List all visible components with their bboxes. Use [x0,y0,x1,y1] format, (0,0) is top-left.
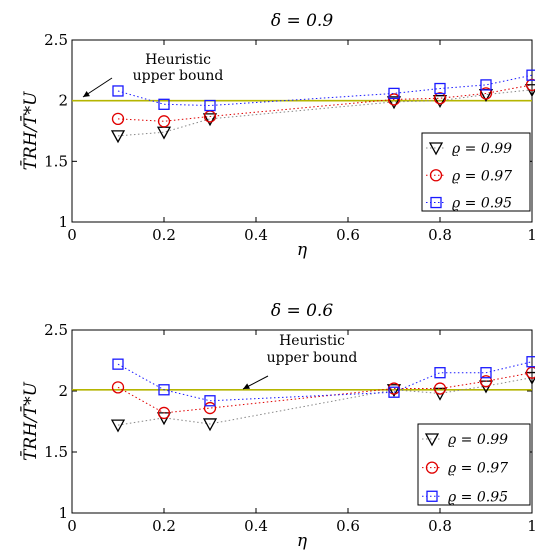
series-line [118,85,532,121]
legend-label: ϱ = 0.95 [448,489,508,505]
data-point [435,93,446,104]
x-axis-label: η [297,240,308,260]
legend-label: ϱ = 0.95 [452,196,512,212]
chart-title: δ = 0.6 [271,301,334,321]
y-tick-label: 1.5 [44,152,68,170]
data-point [112,420,124,431]
x-tick-label: 0.2 [152,226,176,244]
y-tick-label: 2 [58,382,68,400]
legend: ϱ = 0.99 ϱ = 0.97 ϱ = 0.95 [422,133,530,212]
x-axis-label: η [297,531,308,550]
data-point [435,368,445,378]
legend-label: ϱ = 0.99 [448,432,508,448]
series-1 [112,373,535,432]
annotation-label: Heuristic [145,52,211,68]
x-tick-label: 0.8 [428,226,452,244]
y-tick-label: 2 [58,92,68,110]
y-tick-label: 1 [58,213,68,231]
x-tick-label: 0.2 [152,517,176,535]
data-point [205,403,216,414]
annotation-label: upper bound [133,68,224,84]
data-point [158,127,170,138]
y-tick-label: 1.5 [44,443,68,461]
x-tick-label: 0 [67,517,77,535]
data-point [159,116,170,127]
y-tick-label: 2.5 [44,31,68,49]
series-line [118,90,532,136]
y-axis-label: T̄RH/T̄*U [19,381,41,461]
annotation-arrowhead [83,91,90,97]
y-axis-label: T̄RH/T̄*U [19,91,41,171]
x-tick-label: 0.8 [428,517,452,535]
chart-panel-2: 0 0.2 0.4 0.6 0.8 1 1 1.5 2 2.5 δ = 0.6 η T̄RH/T̄*U H… [19,301,535,550]
legend-label: ϱ = 0.97 [452,168,512,184]
legend-label: ϱ = 0.99 [452,141,512,157]
x-tick-label: 0.6 [336,226,360,244]
series-line [118,373,532,413]
series-line [118,378,532,426]
x-tick-label: 0 [67,226,77,244]
chart-panel-1: 0 0.2 0.4 0.6 0.8 1 1 1.5 2 2.5 δ = 0.9 η T̄RH/T̄*U H… [19,11,535,260]
legend: ϱ = 0.99 ϱ = 0.97 ϱ = 0.95 [418,424,530,505]
y-tick-label: 1 [58,504,68,522]
x-tick-label: 0.4 [244,226,268,244]
x-tick-label: 0.4 [244,517,268,535]
x-tick-label: 1 [527,517,535,535]
chart-title: δ = 0.9 [271,11,334,31]
data-point [527,357,535,367]
legend-label: ϱ = 0.97 [448,461,508,477]
data-point [112,131,124,142]
y-tick-label: 2.5 [44,321,68,339]
annotation-label: Heuristic [279,333,345,349]
x-tick-label: 0.6 [336,517,360,535]
series-line [118,362,532,401]
annotation-label: upper bound [267,350,358,366]
x-tick-label: 1 [527,226,535,244]
